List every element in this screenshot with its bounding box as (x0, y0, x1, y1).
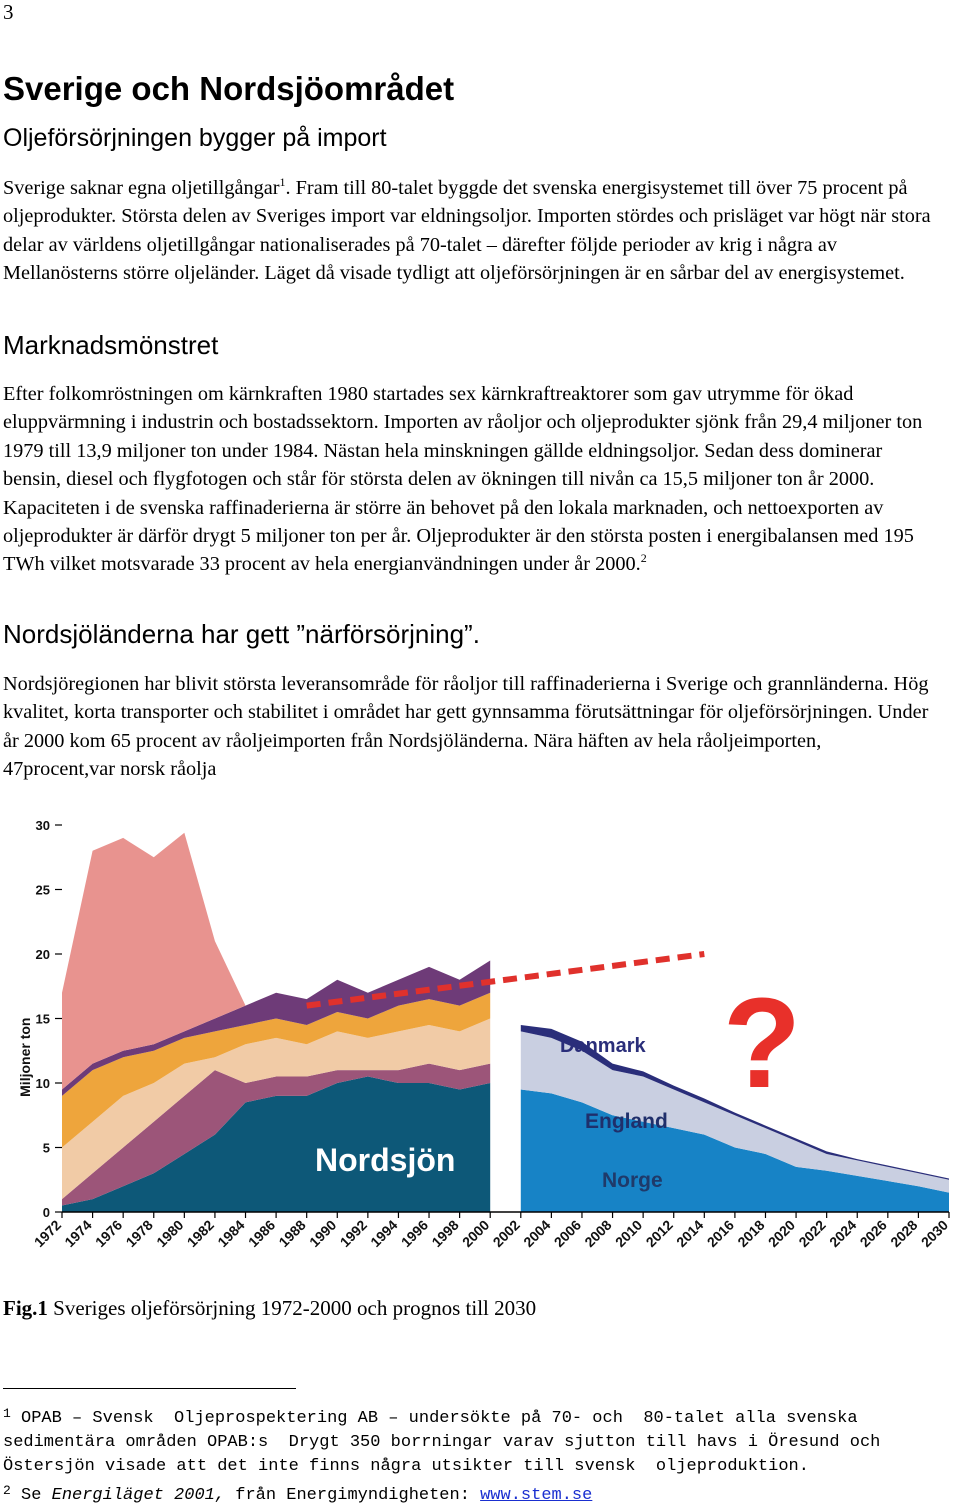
x-tick-label: 1998 (428, 1217, 461, 1250)
area (520, 1031, 949, 1193)
chart: 1972197419761978198019821984198619881990… (17, 818, 951, 1250)
text: Sveriges oljeförsörjning 1972-2000 och p… (47, 1296, 537, 1320)
footnote-text: Se (21, 1486, 52, 1505)
x-tick-label: 2014 (673, 1217, 706, 1250)
footnote-text: Energiläget 2001, (51, 1486, 226, 1505)
area (62, 1076, 491, 1212)
y-axis-label: Miljoner ton (17, 1018, 33, 1097)
y-tick-label: 5 (43, 1141, 50, 1156)
area (62, 1018, 491, 1200)
x-tick-label: 1992 (337, 1217, 370, 1250)
text: Sverige saknar egna oljetillgångar (3, 177, 280, 199)
footnote-number: 2 (3, 1483, 11, 1498)
x-tick-label: 2022 (795, 1217, 828, 1250)
x-tick-label: 1980 (153, 1217, 186, 1250)
text: Efter folkomröstningen om kärnkraften 19… (3, 383, 923, 576)
x-tick-label: 1982 (184, 1217, 217, 1250)
title: Sverige och Nordsjöområdet (3, 70, 455, 107)
y-tick-label: 20 (36, 947, 50, 962)
x-tick-label: 2028 (887, 1217, 920, 1250)
x-tick-label: 2006 (551, 1217, 584, 1250)
x-tick-label: 1996 (398, 1217, 431, 1250)
figure-number: Fig.1 (3, 1296, 48, 1320)
x-tick-label: 2010 (612, 1217, 645, 1250)
x-tick-label: 2030 (918, 1217, 951, 1250)
page-number: 3 (3, 0, 14, 24)
x-tick-label: 2000 (459, 1217, 492, 1250)
x-tick-label: 1994 (367, 1217, 400, 1250)
x-tick-label: 2008 (581, 1217, 614, 1250)
link[interactable]: www.stem.se (480, 1486, 593, 1505)
trend-line (306, 951, 705, 1009)
footnote-rule (3, 1388, 296, 1389)
footnote-text: OPAB – Svensk Oljeprospektering AB – und… (3, 1409, 891, 1476)
y-tick-label: 10 (36, 1076, 50, 1091)
paragraph: Sverige saknar egna oljetillgångar1. Fra… (3, 174, 938, 288)
x-tick-label: 2012 (643, 1217, 676, 1250)
area (62, 992, 491, 1148)
x-tick-label: 2026 (857, 1217, 890, 1250)
series-label: Norge (602, 1169, 663, 1192)
footnote-number: 1 (3, 1406, 11, 1421)
y-tick-label: 25 (36, 883, 50, 898)
x-tick-label: 1974 (61, 1217, 94, 1250)
x-tick-label: 2018 (734, 1217, 767, 1250)
x-tick-label: 2004 (520, 1217, 553, 1250)
x-tick-label: 2016 (704, 1217, 737, 1250)
paragraph: Nordsjöregionen har blivit största lever… (3, 673, 929, 781)
heading: Nordsjöländerna har gett ”närförsörjning… (3, 619, 480, 649)
area (520, 1024, 949, 1180)
x-tick-label: 1976 (92, 1217, 125, 1250)
y-tick-label: 0 (43, 1205, 50, 1220)
x-tick-label: 1972 (31, 1217, 64, 1250)
x-tick-label: 1988 (275, 1217, 308, 1250)
x-tick-label: 1986 (245, 1217, 278, 1250)
series-label: Danmark (560, 1035, 646, 1057)
footnotes: 1 OPAB – Svensk Oljeprospektering AB – u… (3, 1402, 953, 1508)
footnote-ref: 1 (279, 175, 286, 189)
y-tick-label: 15 (36, 1012, 50, 1027)
x-tick-label: 1984 (214, 1217, 247, 1250)
area (520, 1089, 949, 1212)
heading: Marknadsmönstret (3, 330, 219, 360)
paragraph: Efter folkomröstningen om kärnkraften 19… (3, 380, 938, 579)
area (62, 832, 491, 1090)
x-tick-label: 2024 (826, 1217, 859, 1250)
x-tick-label: 1978 (123, 1217, 156, 1250)
text: . Fram till 80-talet byggde det svenska … (3, 177, 931, 285)
caption: Fig.1 Sveriges oljeförsörjning 1972-2000… (3, 1296, 536, 1321)
annotation: ? (723, 972, 801, 1115)
area (62, 1063, 491, 1206)
y-tick-label: 30 (36, 818, 50, 833)
footnote-ref: 2 (640, 551, 647, 566)
x-tick-label: 1990 (306, 1217, 339, 1250)
x-tick-label: 2020 (765, 1217, 798, 1250)
footnote-text: från Energimyndigheten: (225, 1486, 481, 1505)
x-tick-label: 2002 (490, 1217, 523, 1250)
subtitle: Oljeförsörjningen bygger på import (3, 124, 387, 152)
series-label: England (585, 1110, 668, 1133)
series-label: Nordsjön (315, 1142, 455, 1178)
